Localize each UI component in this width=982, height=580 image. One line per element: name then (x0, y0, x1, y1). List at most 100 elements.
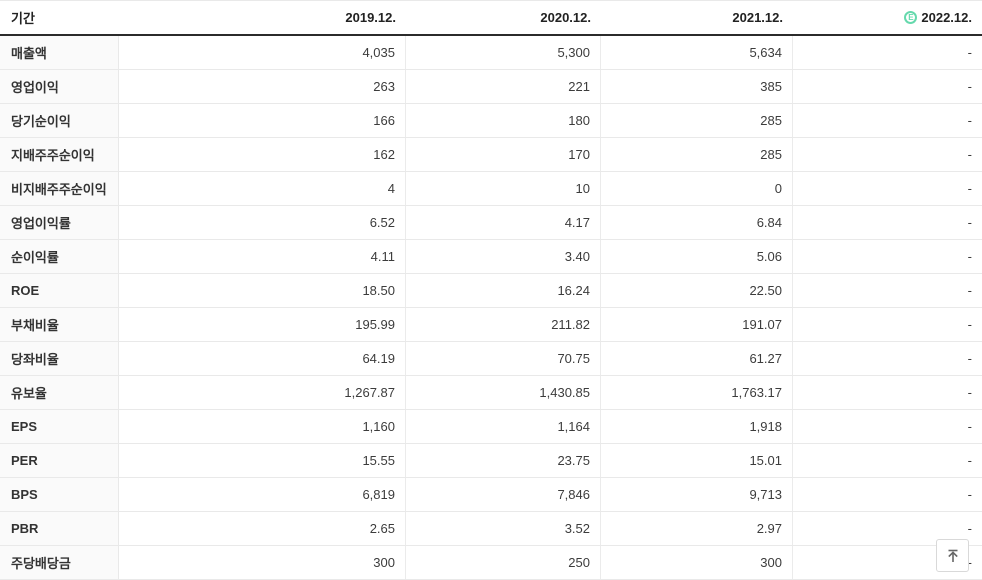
cell-value: - (967, 419, 972, 434)
arrow-up-with-bar-icon (945, 548, 961, 564)
row-label: EPS (0, 410, 119, 443)
row-label: 순이익률 (0, 240, 119, 273)
cell-value: - (967, 385, 972, 400)
table-row: 순이익률 4.11 3.40 5.06 - (0, 240, 982, 274)
cell-value: - (967, 283, 972, 298)
cell-value: 7,846 (406, 478, 601, 511)
cell-value: 180 (406, 104, 601, 137)
col-header-2022-12-estimate: E 2022.12. (793, 1, 982, 34)
cell-value: 2.65 (119, 512, 406, 545)
cell-value: 170 (406, 138, 601, 171)
table-row: 부채비율 195.99 211.82 191.07 - (0, 308, 982, 342)
cell-value: - (967, 487, 972, 502)
cell-value: - (967, 351, 972, 366)
cell-value: 0 (601, 172, 793, 205)
table-header-row: 기간 2019.12. 2020.12. 2021.12. E 2022.12. (0, 1, 982, 36)
row-label: 비지배주주순이익 (0, 172, 119, 205)
cell-value: - (967, 79, 972, 94)
cell-value: 10 (406, 172, 601, 205)
cell-value: 22.50 (601, 274, 793, 307)
row-label: 영업이익 (0, 70, 119, 103)
cell-value: - (967, 181, 972, 196)
row-label: BPS (0, 478, 119, 511)
scroll-to-top-button[interactable] (936, 539, 969, 572)
cell-value: 4.11 (119, 240, 406, 273)
row-label: 당좌비율 (0, 342, 119, 375)
cell-value: 3.40 (406, 240, 601, 273)
cell-value: 300 (601, 546, 793, 579)
cell-value: 285 (601, 104, 793, 137)
cell-value: 285 (601, 138, 793, 171)
cell-value: 2.97 (601, 512, 793, 545)
cell-value: - (967, 249, 972, 264)
cell-value: 4.17 (406, 206, 601, 239)
table-row: 당좌비율 64.19 70.75 61.27 - (0, 342, 982, 376)
row-label: 영업이익률 (0, 206, 119, 239)
cell-value: - (967, 113, 972, 128)
cell-value: 70.75 (406, 342, 601, 375)
cell-value: 16.24 (406, 274, 601, 307)
cell-value: 23.75 (406, 444, 601, 477)
cell-value: - (967, 317, 972, 332)
cell-value: 250 (406, 546, 601, 579)
table-row: 매출액 4,035 5,300 5,634 - (0, 36, 982, 70)
cell-value: - (967, 215, 972, 230)
cell-value: 64.19 (119, 342, 406, 375)
cell-value: 5,300 (406, 36, 601, 69)
cell-value: 191.07 (601, 308, 793, 341)
row-label: 유보율 (0, 376, 119, 409)
cell-value: 15.01 (601, 444, 793, 477)
cell-value: 4,035 (119, 36, 406, 69)
cell-value: 263 (119, 70, 406, 103)
table-row: PER 15.55 23.75 15.01 - (0, 444, 982, 478)
col-header-2021-12: 2021.12. (732, 10, 783, 25)
row-label: 부채비율 (0, 308, 119, 341)
cell-value: 1,430.85 (406, 376, 601, 409)
cell-value: 162 (119, 138, 406, 171)
col-header-2022-12-label: 2022.12. (921, 10, 972, 25)
cell-value: 5.06 (601, 240, 793, 273)
cell-value: 1,763.17 (601, 376, 793, 409)
cell-value: - (967, 555, 972, 570)
cell-value: 5,634 (601, 36, 793, 69)
col-header-2019-12: 2019.12. (345, 10, 396, 25)
cell-value: 6.84 (601, 206, 793, 239)
row-label: 지배주주순이익 (0, 138, 119, 171)
row-label: PBR (0, 512, 119, 545)
cell-value: 18.50 (119, 274, 406, 307)
estimate-circle-e-icon: E (904, 11, 918, 24)
table-row: 당기순이익 166 180 285 - (0, 104, 982, 138)
table-row: 유보율 1,267.87 1,430.85 1,763.17 - (0, 376, 982, 410)
cell-value: - (967, 147, 972, 162)
cell-value: 61.27 (601, 342, 793, 375)
table-row: 주당배당금 300 250 300 - (0, 546, 982, 580)
cell-value: 300 (119, 546, 406, 579)
row-label: ROE (0, 274, 119, 307)
cell-value: 1,267.87 (119, 376, 406, 409)
table-row: EPS 1,160 1,164 1,918 - (0, 410, 982, 444)
cell-value: 6.52 (119, 206, 406, 239)
table-row: 영업이익률 6.52 4.17 6.84 - (0, 206, 982, 240)
cell-value: 4 (119, 172, 406, 205)
cell-value: 1,160 (119, 410, 406, 443)
row-label: PER (0, 444, 119, 477)
cell-value: - (967, 521, 972, 536)
cell-value: 166 (119, 104, 406, 137)
cell-value: 1,164 (406, 410, 601, 443)
cell-value: 3.52 (406, 512, 601, 545)
row-label: 당기순이익 (0, 104, 119, 137)
col-header-2020-12: 2020.12. (540, 10, 591, 25)
cell-value: 195.99 (119, 308, 406, 341)
row-label: 주당배당금 (0, 546, 119, 579)
cell-value: 211.82 (406, 308, 601, 341)
cell-value: 385 (601, 70, 793, 103)
table-row: 영업이익 263 221 385 - (0, 70, 982, 104)
row-label: 매출액 (0, 36, 119, 69)
cell-value: 6,819 (119, 478, 406, 511)
table-row: BPS 6,819 7,846 9,713 - (0, 478, 982, 512)
cell-value: 221 (406, 70, 601, 103)
cell-value: - (967, 45, 972, 60)
cell-value: 9,713 (601, 478, 793, 511)
cell-value: 15.55 (119, 444, 406, 477)
